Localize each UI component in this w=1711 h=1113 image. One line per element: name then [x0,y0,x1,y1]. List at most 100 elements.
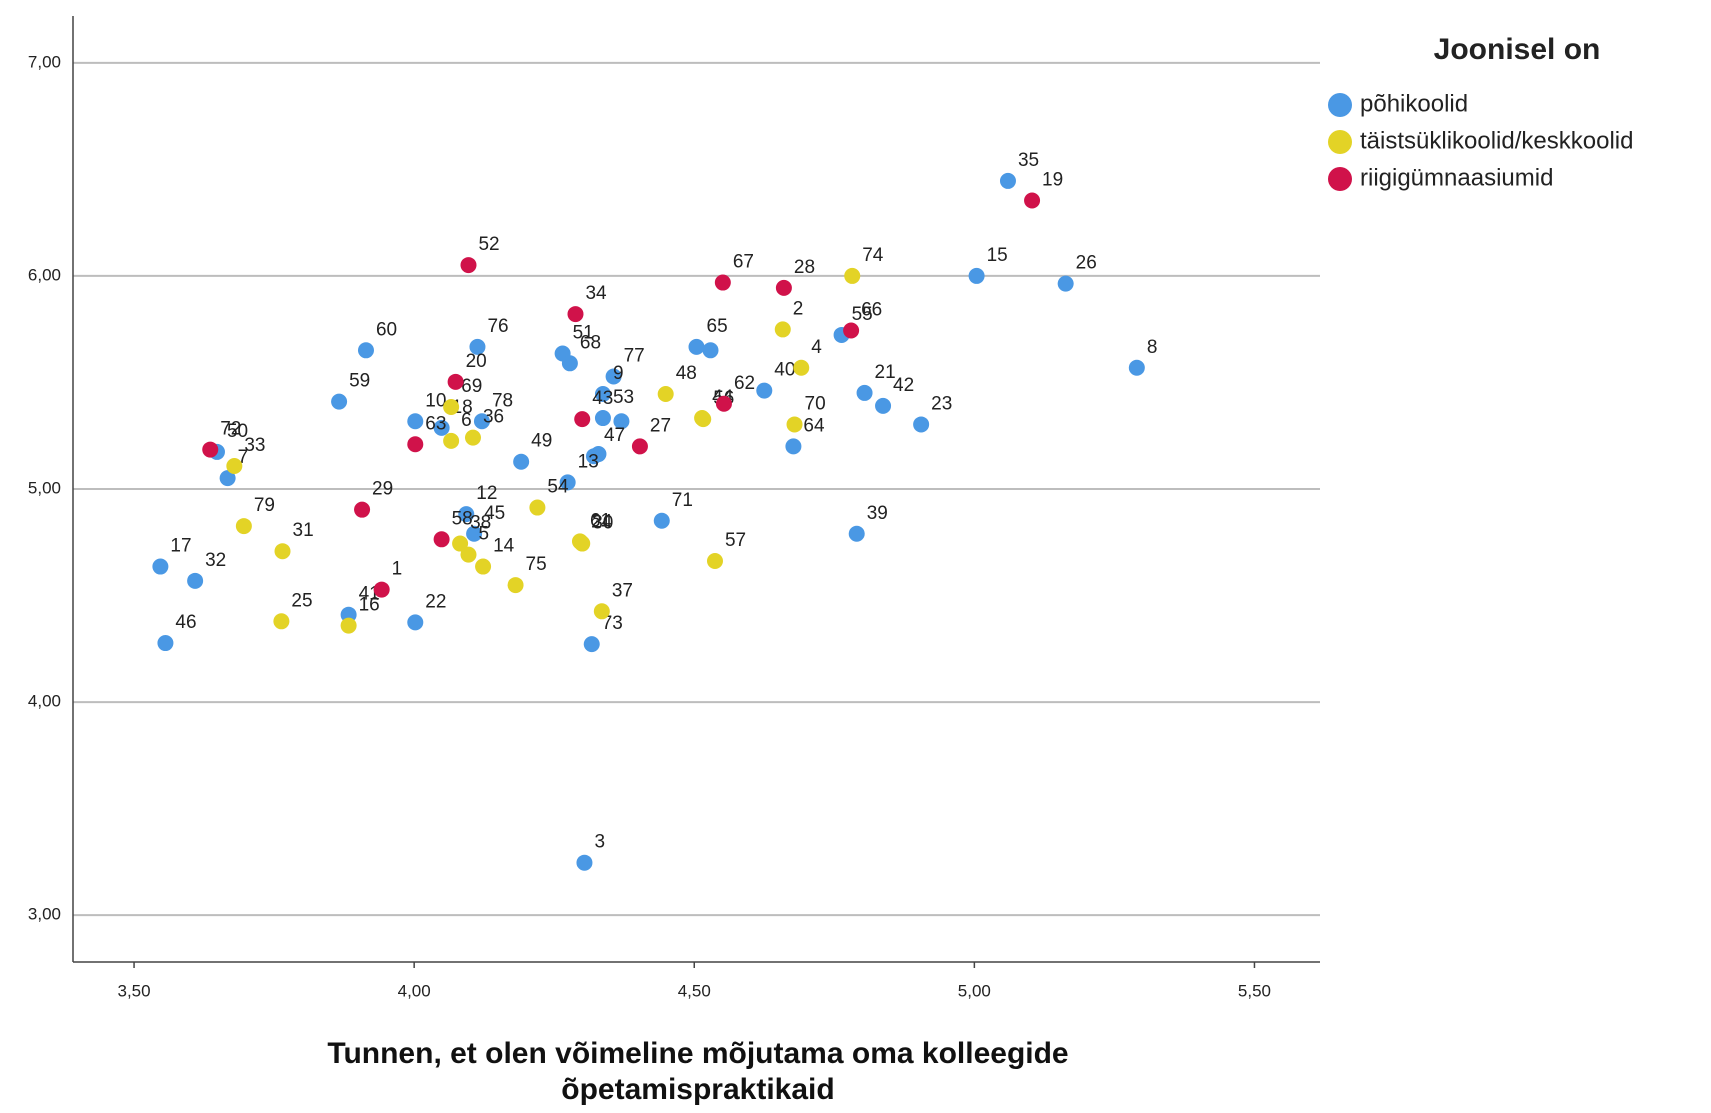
x-axis-label: Tunnen, et olen võimeline mõjutama oma k… [327,1037,1069,1106]
point [373,581,390,598]
point [856,384,873,401]
point-label: 52 [478,234,499,255]
point-label: 73 [602,613,623,634]
point [219,470,236,487]
point [157,635,174,652]
point-label: 37 [612,580,633,601]
point [407,413,424,430]
point [1128,359,1145,376]
point [202,441,219,458]
point [590,446,607,463]
point [513,453,530,470]
point [714,274,731,291]
x-tick-label: 4,00 [398,981,431,1000]
point [653,512,670,529]
point-label: 42 [893,375,914,396]
point [567,306,584,323]
point [844,267,861,284]
legend-title: Joonisel on [1434,33,1601,66]
point-label: 70 [805,393,826,414]
point-label: 79 [254,495,275,516]
point [574,411,591,428]
point [594,385,611,402]
point-label: 24 [591,511,613,532]
point [226,457,243,474]
point [786,416,803,433]
point-label: 22 [425,591,446,612]
point-label: 23 [931,393,952,414]
point [583,636,600,653]
point [464,429,481,446]
point-label: 2 [793,298,804,319]
point-label: 39 [867,503,888,524]
point-label: 35 [1018,150,1039,171]
point-label: 57 [725,530,746,551]
point-label: 26 [1076,253,1097,274]
point-label: 31 [293,520,314,541]
point [475,558,492,575]
point-label: 78 [492,390,513,411]
point [605,368,622,385]
point-label: 40 [774,360,795,381]
x-tick-label: 4,50 [678,981,711,1000]
point [968,267,985,284]
point-label: 14 [493,536,515,557]
point-label: 51 [573,323,594,344]
x-tick-label: 5,50 [1238,981,1271,1000]
point-label: 74 [862,245,884,266]
point-label: 38 [470,513,491,534]
point-label: 66 [861,299,882,320]
y-tick-label: 6,00 [28,265,61,284]
point-label: 34 [585,283,607,304]
point [357,342,374,359]
point [613,413,630,430]
point-label: 67 [733,252,754,273]
point [354,501,371,518]
point [574,535,591,552]
point-label: 69 [461,376,482,397]
point [407,614,424,631]
point-label: 68 [580,332,601,353]
point [706,553,723,570]
point-label: 29 [372,479,393,500]
point-label: 59 [349,371,370,392]
point-label: 5 [478,524,489,545]
point-label: 75 [526,554,547,575]
point-label: 71 [672,490,693,511]
point [507,577,524,594]
point-label: 53 [613,387,634,408]
point-label: 46 [175,612,196,633]
point [443,398,460,415]
point [433,419,450,436]
point [460,546,477,563]
point [688,338,705,355]
point [473,413,490,430]
point [785,438,802,455]
point [559,474,576,491]
point [466,525,483,542]
point-label: 27 [650,415,671,436]
x-tick-label: 5,00 [958,981,991,1000]
point [1057,275,1074,292]
y-tick-label: 7,00 [28,52,61,71]
point-label: 9 [613,363,624,384]
point-label: 4 [811,337,822,358]
point [875,397,892,414]
x-tick-label: 3,50 [118,981,151,1000]
point-label: 76 [487,316,508,337]
point-label: 77 [624,346,645,367]
point-label: 47 [604,425,625,446]
legend-marker [1328,93,1352,117]
point [273,613,290,630]
point-label: 43 [592,388,613,409]
point [152,558,169,575]
point [1024,192,1041,209]
point [913,416,930,433]
point [702,342,719,359]
point-label: 72 [220,419,241,440]
point-label: 20 [466,351,487,372]
point-label: 65 [707,316,728,337]
point-label: 62 [734,373,755,394]
point-label: 36 [483,407,504,428]
point-label: 15 [987,245,1008,266]
